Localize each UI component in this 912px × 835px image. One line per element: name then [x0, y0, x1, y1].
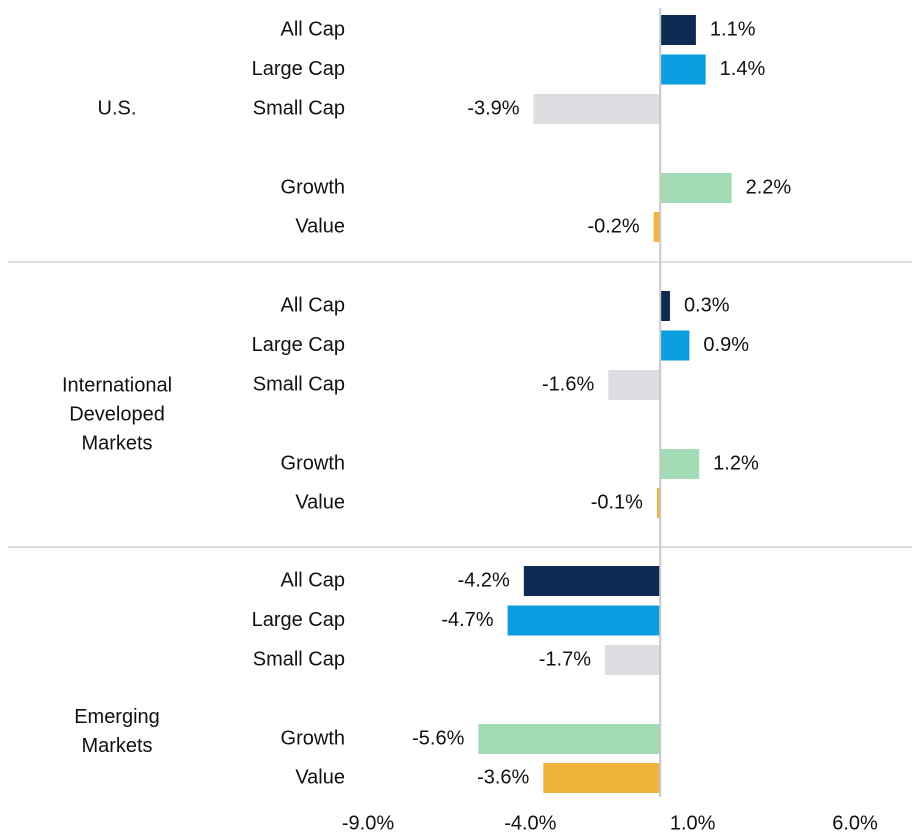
category-label: Value [295, 215, 345, 237]
category-label: Small Cap [253, 373, 345, 395]
bar [656, 488, 661, 518]
category-label: Large Cap [252, 609, 345, 631]
bar [507, 605, 661, 636]
category-label: Growth [281, 176, 345, 198]
bar [543, 763, 661, 793]
value-label: -0.1% [591, 491, 643, 513]
bar [478, 724, 661, 754]
category-label: All Cap [281, 569, 345, 591]
bar [660, 173, 732, 203]
category-label: Large Cap [252, 58, 345, 80]
value-label: -4.2% [458, 569, 510, 591]
category-label: Small Cap [253, 648, 345, 670]
value-label: -5.6% [412, 727, 464, 749]
group-label: Emerging Markets [74, 706, 160, 757]
x-tick-label: 1.0% [670, 812, 716, 834]
bar [660, 15, 696, 45]
category-label: Large Cap [252, 334, 345, 356]
value-label: 1.1% [710, 18, 756, 40]
value-label: -1.6% [542, 373, 594, 395]
value-label: -0.2% [587, 215, 639, 237]
x-tick-label: -9.0% [342, 812, 394, 834]
value-label: -3.6% [477, 766, 529, 788]
x-tick-label: -4.0% [504, 812, 556, 834]
category-label: Small Cap [253, 97, 345, 119]
value-label: 0.9% [703, 334, 749, 356]
group-label: International Developed Markets [61, 374, 173, 455]
bar [653, 212, 661, 242]
bar [608, 370, 661, 400]
bar [660, 54, 706, 85]
value-label: 1.2% [713, 452, 759, 474]
category-label: Growth [281, 727, 345, 749]
group-label: U.S. [97, 97, 137, 120]
value-label: -1.7% [539, 648, 591, 670]
value-label: -3.9% [467, 97, 519, 119]
bar [605, 645, 661, 675]
bar [660, 330, 690, 361]
category-label: All Cap [281, 294, 345, 316]
category-label: Value [295, 491, 345, 513]
category-label: Growth [281, 452, 345, 474]
category-label: All Cap [281, 18, 345, 40]
category-label: Value [295, 766, 345, 788]
bar [533, 94, 661, 124]
value-label: 0.3% [684, 294, 730, 316]
value-label: -4.7% [441, 609, 493, 631]
x-tick-label: 6.0% [832, 812, 878, 834]
bar [660, 291, 670, 321]
bar [523, 566, 661, 596]
value-label: 1.4% [720, 58, 766, 80]
value-label: 2.2% [746, 176, 792, 198]
bar [660, 449, 700, 479]
